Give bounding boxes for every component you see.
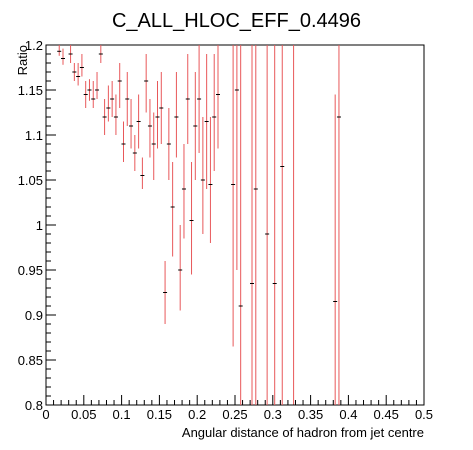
y-tick-label: 0.95 bbox=[18, 263, 43, 278]
data-point bbox=[200, 117, 205, 234]
data-point bbox=[95, 72, 100, 99]
data-point bbox=[193, 72, 198, 180]
data-point bbox=[163, 261, 168, 324]
data-point bbox=[106, 85, 111, 122]
data-point bbox=[144, 54, 149, 113]
data-point bbox=[117, 63, 122, 108]
y-tick-label: 0.8 bbox=[25, 398, 43, 413]
data-point bbox=[253, 45, 258, 405]
data-point bbox=[76, 63, 81, 86]
data-point bbox=[102, 99, 107, 135]
axes bbox=[45, 44, 425, 406]
x-tick-label: 0.3 bbox=[264, 407, 282, 422]
data-point bbox=[121, 121, 126, 162]
data-point bbox=[250, 45, 255, 405]
data-point bbox=[166, 108, 171, 180]
data-point bbox=[174, 72, 179, 158]
chart-title: C_ALL_HLOC_EFF_0.4496 bbox=[112, 10, 361, 32]
data-point bbox=[234, 45, 239, 270]
data-point bbox=[91, 81, 96, 108]
data-point bbox=[136, 94, 141, 149]
data-point bbox=[265, 45, 270, 405]
x-tick-label: 0 bbox=[42, 407, 49, 422]
data-point bbox=[155, 81, 160, 149]
x-tick-label: 0.2 bbox=[188, 407, 206, 422]
data-point bbox=[57, 45, 62, 56]
data-point bbox=[291, 45, 296, 406]
x-tick-label: 0.4 bbox=[339, 407, 357, 422]
data-point bbox=[197, 45, 202, 153]
x-tick-label: 0.5 bbox=[415, 407, 433, 422]
data-point bbox=[125, 72, 130, 126]
y-tick-label: 1.05 bbox=[18, 173, 43, 188]
data-point bbox=[147, 99, 152, 158]
data-point bbox=[83, 81, 88, 108]
data-point bbox=[189, 162, 194, 275]
data-point bbox=[280, 45, 285, 405]
data-point bbox=[208, 117, 213, 243]
data-point bbox=[61, 48, 66, 65]
y-tick-label: 0.9 bbox=[25, 308, 43, 323]
data-point bbox=[185, 54, 190, 144]
plot-frame bbox=[45, 44, 425, 406]
data-point bbox=[132, 135, 137, 171]
data-point bbox=[238, 45, 243, 405]
y-axis-label: Ratio bbox=[15, 45, 30, 75]
data-point bbox=[110, 81, 115, 117]
y-tick-label: 1.2 bbox=[25, 38, 43, 53]
x-tick-label: 0.05 bbox=[71, 407, 96, 422]
data-point bbox=[87, 79, 92, 101]
data-point bbox=[204, 54, 209, 189]
data-point bbox=[79, 54, 84, 77]
data-point bbox=[181, 144, 186, 239]
data-point bbox=[129, 99, 134, 149]
data-point bbox=[178, 225, 183, 311]
data-point bbox=[212, 54, 217, 171]
tick-labels: 0 0.05 0.1 0.15 0.2 0.25 0.3 0.35 0.4 0.45 0.5 0.8 0… bbox=[18, 38, 433, 422]
data-point bbox=[151, 112, 156, 180]
x-axis-label: Angular distance of hadron from jet cent… bbox=[182, 425, 424, 440]
data-point bbox=[72, 63, 77, 81]
y-tick-label: 1.15 bbox=[18, 83, 43, 98]
data-point bbox=[159, 72, 164, 144]
data-point bbox=[231, 45, 236, 347]
data-point bbox=[113, 94, 118, 135]
data-point bbox=[140, 157, 145, 189]
y-tick-label: 1 bbox=[36, 218, 43, 233]
data-point bbox=[333, 94, 338, 405]
data-point bbox=[215, 45, 220, 149]
data-points bbox=[57, 45, 341, 406]
x-tick-label: 0.35 bbox=[298, 407, 323, 422]
x-tick-label: 0.25 bbox=[222, 407, 247, 422]
data-point bbox=[170, 162, 175, 257]
data-point bbox=[68, 45, 73, 63]
x-tick-label: 0.1 bbox=[113, 407, 131, 422]
x-tick-label: 0.45 bbox=[374, 407, 399, 422]
x-tick-label: 0.15 bbox=[147, 407, 172, 422]
data-point bbox=[272, 45, 277, 405]
y-tick-label: 1.1 bbox=[25, 128, 43, 143]
data-point bbox=[98, 45, 103, 63]
y-tick-label: 0.85 bbox=[18, 353, 43, 368]
data-point bbox=[336, 45, 341, 405]
